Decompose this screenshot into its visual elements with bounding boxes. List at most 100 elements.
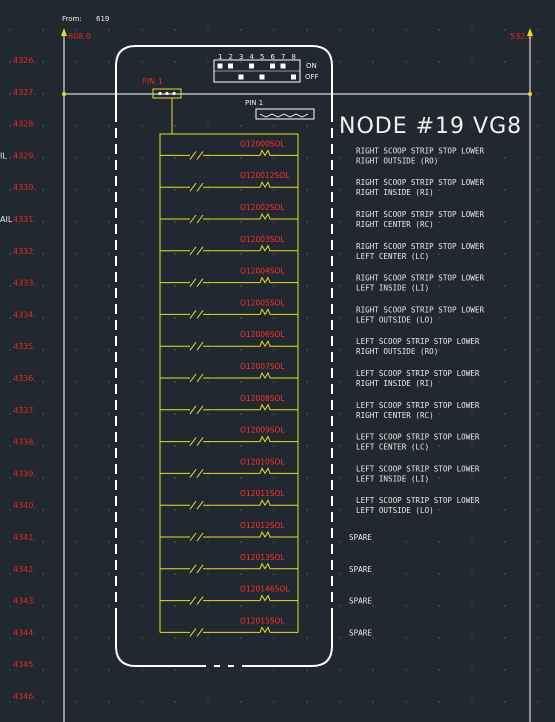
grid-dot [174,413,176,415]
rung-number: 4336. [13,374,36,383]
grid-dot [405,701,407,703]
grid-dot [339,669,341,671]
rung-description: RIGHT SCOOP STRIP STOP LOWER [356,210,484,219]
solenoid-coil-icon [256,244,274,252]
dip-off-label: OFF [305,73,319,81]
grid-dot [240,317,242,319]
rung-number: 4338. [13,438,36,447]
grid-dot [438,189,440,191]
from-label: From: [62,15,82,23]
rung-description: LEFT SCOOP STRIP STOP LOWER [356,433,480,442]
grid-dot [504,381,506,383]
rung-description: RIGHT SCOOP STRIP STOP LOWER [356,305,484,314]
grid-dot [9,445,11,447]
rung-description: LEFT SCOOP STRIP STOP LOWER [356,464,480,473]
grid-dot [537,605,539,607]
rung-description: RIGHT SCOOP STRIP STOP LOWER [356,274,484,283]
grid-dot [504,637,506,639]
grid-dot [405,29,407,31]
grid-dot [207,701,209,703]
pin-connector-2 [255,108,315,120]
grid-dot [306,413,308,415]
right-reference: 532.0 [510,32,533,41]
rung-description: SPARE [349,533,372,542]
solenoid-coil-icon [256,403,274,411]
grid-dot [141,605,143,607]
rung-description: RIGHT SCOOP STRIP STOP LOWER [356,146,484,155]
grid-dot [405,509,407,511]
grid-dot [240,541,242,543]
grid-dot [372,477,374,479]
solenoid-coil-icon [256,276,274,284]
dip-number: 8 [292,53,296,61]
rung-labels: 4326. 4327. 4328. 4329. O12000SOL RIGHT SCOOP… [0,56,484,701]
grid-dot [9,29,11,31]
grid-dot [372,669,374,671]
rung-description: LEFT OUTSIDE (LO) [356,315,434,324]
grid-dot [438,509,440,511]
grid-dot [9,317,11,319]
grid-dot [141,157,143,159]
rung-number: 4339. [13,469,36,478]
grid-dot [339,253,341,255]
grid-dot [405,605,407,607]
rung-number: 4344. [13,628,36,637]
bus-left-wire [159,98,173,633]
grid-dot [339,285,341,287]
solenoid-coil-icon [256,467,274,475]
grid-dot [174,509,176,511]
grid-dot [306,509,308,511]
grid-dot [537,413,539,415]
grid-dot [306,605,308,607]
grid-dot [537,669,539,671]
grid-dot [504,349,506,351]
grid-dot [9,413,11,415]
grid-dot [405,285,407,287]
grid-dot [42,413,44,415]
grid-dot [438,349,440,351]
bus-right-wire [172,133,299,633]
grid-dot [405,125,407,127]
grid-dot [471,477,473,479]
grid-dot [174,221,176,223]
contact-slash-icon [196,310,204,319]
grid-dot [372,381,374,383]
grid-dot [75,349,77,351]
rung-description: LEFT INSIDE (LI) [356,284,429,293]
solenoid-label: O12004SOL [240,267,285,276]
solenoid-label: O12002SOL [240,203,285,212]
grid-dot [240,349,242,351]
grid-dot [339,381,341,383]
grid-dot [537,61,539,63]
grid-dot [240,157,242,159]
grid-dot [504,509,506,511]
from-value: 619 [96,15,109,23]
grid-dot [141,125,143,127]
grid-dot [405,541,407,543]
grid-dot [240,189,242,191]
grid-dot [141,189,143,191]
grid-dot [504,573,506,575]
grid-dot [9,221,11,223]
solenoid-label: O12008SOL [240,394,285,403]
grid-dot [438,573,440,575]
grid-dot [537,509,539,511]
grid-dot [372,61,374,63]
grid-dot [273,189,275,191]
grid-dot [306,189,308,191]
grid-dot [141,541,143,543]
left-junction-icon [62,92,66,96]
connector-zigzag-icon [259,113,309,118]
dip-switch-icon [259,74,265,80]
contact-slash-icon [189,373,197,383]
contact-slash-icon [189,628,197,637]
grid-dot [240,285,242,287]
contact-slash-icon [189,278,197,287]
grid-dot [42,189,44,191]
dip-number: 1 [218,53,222,61]
rung-description: RIGHT OUTSIDE (RO) [356,347,438,356]
grid-dot [75,381,77,383]
grid-dot [207,253,209,255]
grid-dot [306,701,308,703]
